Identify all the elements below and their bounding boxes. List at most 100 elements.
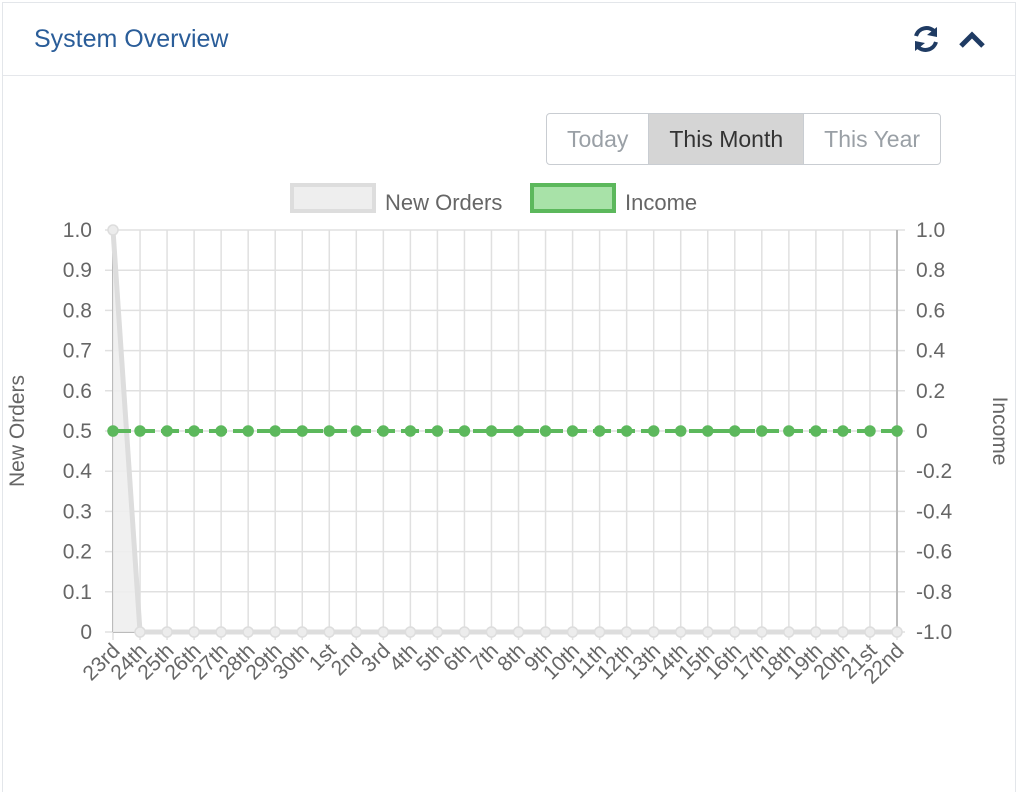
data-point: [323, 626, 336, 638]
data-point: [215, 626, 227, 638]
data-point: [323, 425, 336, 437]
data-point: [566, 425, 579, 437]
y-right-tick-label: -0.8: [916, 581, 952, 604]
data-point: [729, 626, 741, 638]
data-point: [756, 425, 768, 437]
data-point: [134, 425, 146, 437]
data-point: [674, 626, 687, 638]
y-left-tick-label: 0.1: [63, 581, 92, 604]
data-point: [756, 626, 768, 638]
y-left-tick-label: 0.6: [63, 380, 92, 403]
y-left-tick-label: 0.9: [63, 259, 92, 282]
data-point: [296, 626, 308, 638]
data-point: [215, 425, 227, 437]
data-point: [242, 425, 254, 437]
data-point: [350, 425, 363, 437]
collapse-button[interactable]: [956, 23, 988, 55]
data-point: [134, 626, 146, 638]
this-month-button[interactable]: This Month: [648, 114, 804, 164]
y-left-tick-label: 0.7: [63, 340, 92, 363]
data-point: [269, 425, 281, 437]
y-left-tick-label: 0.4: [63, 460, 93, 483]
data-point: [458, 626, 471, 638]
data-point: [566, 626, 579, 638]
data-point: [188, 626, 200, 638]
data-point: [485, 425, 498, 437]
y-right-tick-label: 0: [916, 420, 928, 443]
y-right-tick-label: -0.2: [916, 460, 952, 483]
data-point: [891, 425, 903, 437]
legend-swatch-new-orders: [290, 183, 376, 213]
data-point: [593, 626, 606, 638]
data-point: [404, 626, 417, 638]
data-point: [377, 626, 390, 638]
data-point: [350, 626, 363, 638]
data-point: [377, 425, 390, 437]
range-button-group: Today This Month This Year: [546, 113, 942, 165]
data-point: [161, 425, 173, 437]
data-point: [431, 626, 444, 638]
data-point: [837, 626, 849, 638]
data-point: [864, 626, 876, 638]
legend-label-income: Income: [625, 190, 697, 215]
data-point: [431, 425, 444, 437]
data-point: [647, 425, 660, 437]
data-point: [539, 425, 552, 437]
data-point: [458, 425, 471, 437]
y-left-tick-label: 0.3: [63, 500, 92, 523]
y-right-tick-label: -1.0: [916, 621, 952, 644]
y-right-tick-label: 0.8: [916, 259, 945, 282]
data-point: [593, 425, 606, 437]
chevron-up-icon: [959, 31, 985, 48]
y-left-tick-label: 0: [80, 621, 92, 644]
data-point: [512, 425, 525, 437]
data-point: [783, 626, 795, 638]
y-left-tick-label: 0.8: [63, 299, 92, 322]
data-point: [296, 425, 308, 437]
y-right-tick-label: -0.4: [916, 500, 953, 523]
y-right-tick-label: 0.6: [916, 299, 945, 322]
refresh-button[interactable]: [910, 23, 942, 55]
y-left-tick-label: 0.2: [63, 541, 92, 564]
legend-swatch-income: [530, 183, 616, 213]
y-left-tick-label: 1.0: [63, 219, 92, 242]
legend-label-new-orders: New Orders: [385, 190, 502, 215]
panel-header: System Overview: [3, 3, 1015, 76]
y-left-tick-label: 0.5: [63, 420, 92, 443]
data-point: [269, 626, 281, 638]
data-point: [647, 626, 660, 638]
data-point: [864, 425, 876, 437]
y-left-axis-title: New Orders: [6, 375, 29, 487]
data-point: [107, 425, 119, 437]
panel-title: System Overview: [34, 25, 229, 53]
data-point: [188, 425, 200, 437]
data-point: [620, 425, 633, 437]
data-point: [702, 626, 714, 638]
data-point: [539, 626, 552, 638]
data-point: [702, 425, 714, 437]
data-point: [729, 425, 741, 437]
data-point: [485, 626, 498, 638]
today-button[interactable]: Today: [567, 126, 629, 152]
data-point: [161, 626, 173, 638]
data-point: [837, 425, 849, 437]
data-point: [242, 626, 254, 638]
y-right-tick-label: -0.6: [916, 541, 952, 564]
data-point: [810, 425, 822, 437]
y-right-tick-label: 0.4: [916, 340, 946, 363]
data-point: [107, 224, 119, 236]
data-point: [620, 626, 633, 638]
data-point: [404, 425, 417, 437]
y-right-axis-title: Income: [988, 397, 1011, 466]
data-point: [891, 626, 903, 638]
data-point: [512, 626, 525, 638]
y-right-tick-label: 1.0: [916, 219, 945, 242]
data-point: [783, 425, 795, 437]
refresh-icon: [914, 26, 938, 52]
data-point: [810, 626, 822, 638]
y-right-tick-label: 0.2: [916, 380, 945, 403]
data-point: [674, 425, 687, 437]
this-year-button[interactable]: This Year: [803, 114, 940, 164]
